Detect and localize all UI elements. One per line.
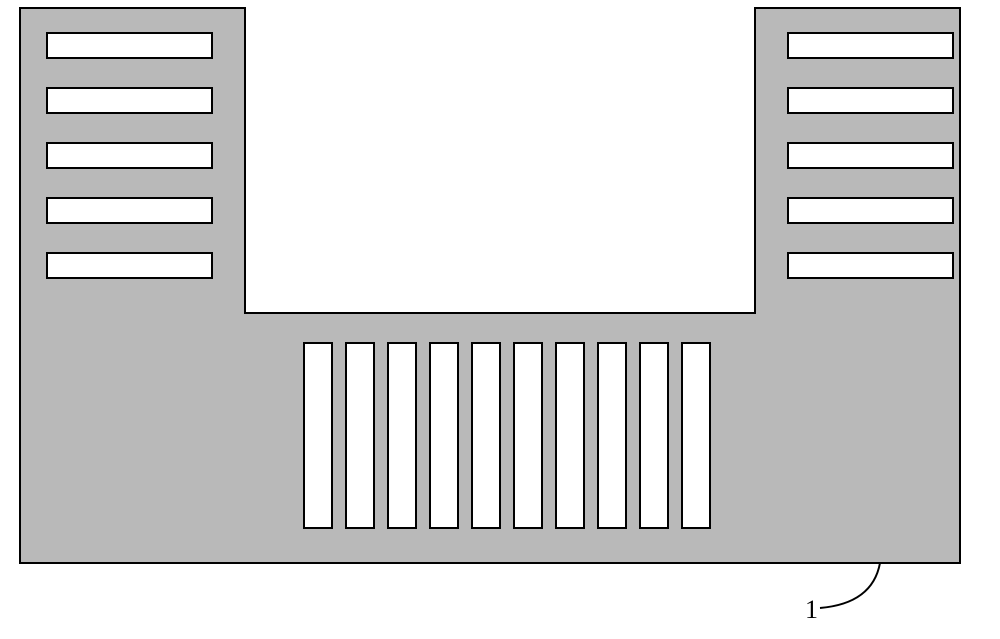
diagram-canvas: 1 <box>0 0 1000 639</box>
slot <box>346 343 374 528</box>
slot <box>556 343 584 528</box>
slot <box>640 343 668 528</box>
slot <box>514 343 542 528</box>
slot <box>388 343 416 528</box>
slot <box>788 88 953 113</box>
slot <box>47 253 212 278</box>
leader-line <box>820 563 880 608</box>
slot <box>788 33 953 58</box>
slot <box>788 198 953 223</box>
slot <box>682 343 710 528</box>
slot <box>47 143 212 168</box>
slot <box>598 343 626 528</box>
slot <box>47 33 212 58</box>
slot <box>47 198 212 223</box>
slot <box>472 343 500 528</box>
slot <box>304 343 332 528</box>
callout-label-1: 1 <box>805 595 818 625</box>
slot <box>788 253 953 278</box>
slot <box>788 143 953 168</box>
slot <box>47 88 212 113</box>
slot <box>430 343 458 528</box>
diagram-svg <box>0 0 1000 639</box>
